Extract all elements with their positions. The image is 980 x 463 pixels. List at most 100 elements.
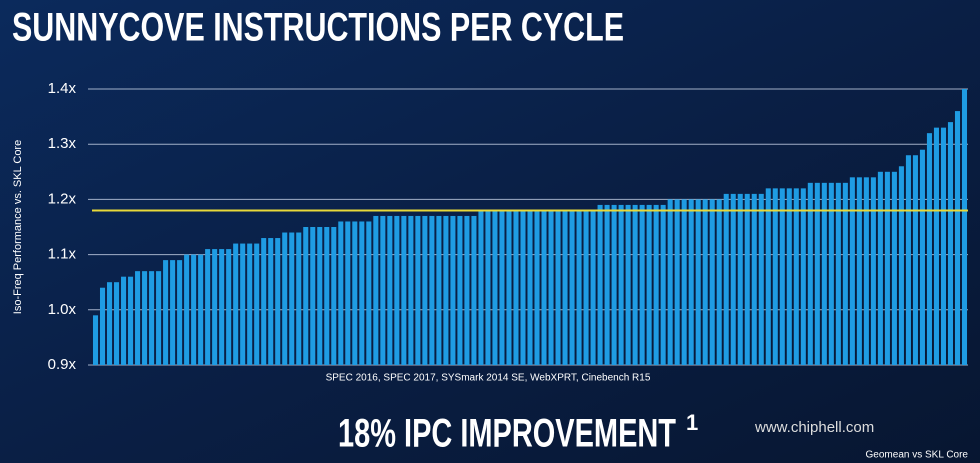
bar	[156, 271, 162, 365]
y-tick-label: 1.0x	[48, 301, 77, 318]
bar	[947, 122, 954, 366]
bar	[800, 188, 806, 365]
bar	[191, 254, 197, 365]
bar	[849, 177, 855, 365]
bar	[289, 232, 295, 365]
bar	[443, 215, 449, 365]
bar	[870, 177, 876, 365]
bar	[667, 199, 673, 365]
bar	[926, 133, 932, 365]
bar	[163, 260, 169, 365]
bar	[121, 276, 127, 365]
bar	[261, 238, 267, 365]
bar	[233, 243, 239, 365]
bar	[814, 182, 820, 365]
bar	[835, 182, 841, 365]
bar	[856, 177, 862, 365]
bar	[604, 204, 610, 365]
bar	[520, 210, 526, 365]
bar	[471, 215, 477, 365]
bar	[639, 204, 645, 365]
bar	[765, 188, 771, 365]
bar	[912, 155, 918, 365]
bar	[548, 210, 554, 365]
bar	[828, 182, 834, 365]
bar	[919, 149, 925, 365]
bar	[695, 199, 701, 365]
bar	[254, 243, 260, 365]
bar	[954, 111, 961, 365]
bar	[92, 315, 99, 365]
bar	[352, 221, 358, 365]
bar	[282, 232, 288, 365]
bar	[506, 210, 512, 365]
bar	[373, 215, 379, 365]
bar	[415, 215, 421, 365]
bar	[674, 199, 680, 365]
bar	[359, 221, 365, 365]
bar	[464, 215, 470, 365]
watermark: www.chiphell.com	[754, 419, 874, 436]
bar	[541, 210, 547, 365]
bar	[730, 193, 736, 365]
bar	[296, 232, 302, 365]
bar	[562, 210, 568, 365]
bar	[478, 210, 484, 365]
bar	[527, 210, 533, 365]
bar	[387, 215, 393, 365]
bar	[317, 227, 323, 365]
bar	[744, 193, 750, 365]
bar	[709, 199, 715, 365]
bar	[331, 227, 337, 365]
bar	[366, 221, 372, 365]
bar	[681, 199, 687, 365]
bar	[205, 249, 211, 365]
bar	[338, 221, 344, 365]
bar	[597, 204, 603, 365]
bar	[702, 199, 708, 365]
bar	[618, 204, 624, 365]
bar	[807, 182, 813, 365]
bar	[408, 215, 414, 365]
bar	[821, 182, 827, 365]
bar	[863, 177, 869, 365]
bar	[275, 238, 281, 365]
bar	[940, 127, 946, 365]
y-tick-label: 1.2x	[48, 190, 77, 207]
bar	[247, 243, 253, 365]
bar	[933, 127, 939, 365]
bar	[779, 188, 785, 365]
headline: 18% IPC IMPROVEMENT	[338, 412, 676, 456]
bar	[310, 227, 316, 365]
bar	[268, 238, 274, 365]
bar	[793, 188, 799, 365]
bar	[184, 254, 190, 365]
bar	[786, 188, 792, 365]
bar	[499, 210, 505, 365]
bar	[751, 193, 757, 365]
bar	[457, 215, 463, 365]
x-axis-label: SPEC 2016, SPEC 2017, SYSmark 2014 SE, W…	[326, 373, 651, 384]
y-tick-label: 1.3x	[48, 135, 77, 152]
bar	[240, 243, 246, 365]
bar	[450, 215, 456, 365]
bar	[149, 271, 155, 365]
bar	[632, 204, 638, 365]
bar	[345, 221, 351, 365]
bar	[128, 276, 134, 365]
bar	[485, 210, 491, 365]
y-tick-label: 0.9x	[48, 356, 77, 373]
bar	[842, 182, 848, 365]
bar	[219, 249, 225, 365]
bar	[660, 204, 666, 365]
bar	[401, 215, 407, 365]
bar	[135, 271, 141, 365]
bar	[576, 210, 582, 365]
bar	[961, 89, 968, 365]
bar	[436, 215, 442, 365]
bar	[99, 287, 106, 365]
bar	[737, 193, 743, 365]
bar	[422, 215, 428, 365]
bar	[653, 204, 659, 365]
